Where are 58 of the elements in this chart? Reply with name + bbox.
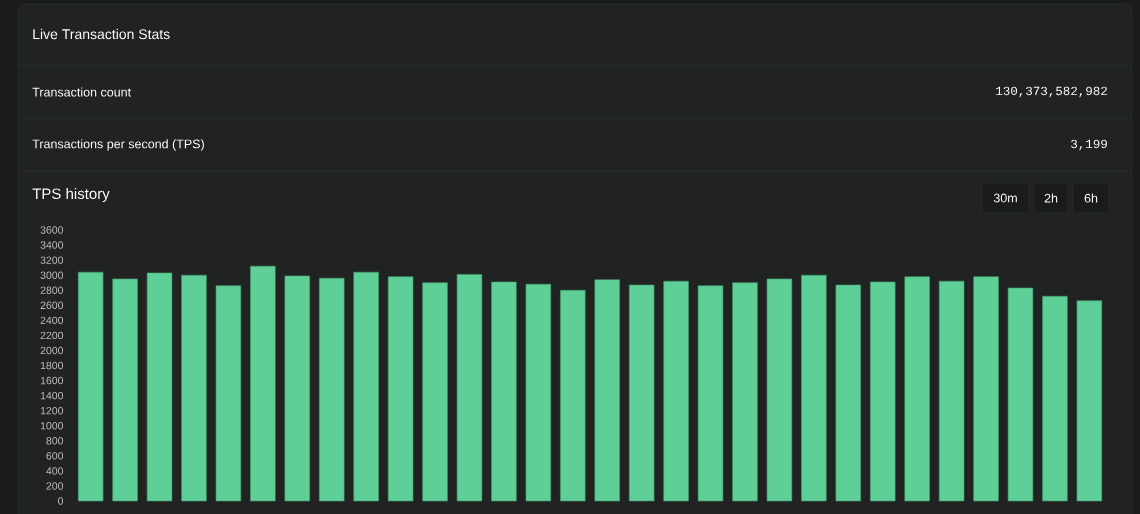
bar bbox=[835, 284, 861, 502]
bar bbox=[181, 274, 207, 502]
text: 3,199 bbox=[1071, 139, 1107, 151]
y-tick-label: 3200 bbox=[40, 256, 64, 264]
bar bbox=[973, 276, 999, 502]
bar bbox=[250, 265, 276, 502]
bar bbox=[215, 285, 242, 502]
y-tick-label: 3600 bbox=[40, 226, 64, 234]
y-tick-label: 1000 bbox=[40, 422, 64, 430]
y-tick-label: 2000 bbox=[40, 346, 64, 355]
y-tick-label: 200 bbox=[46, 482, 64, 490]
y-tick-label: 1200 bbox=[40, 406, 64, 415]
y-tick-label: 800 bbox=[46, 437, 64, 445]
y-tick-label: 400 bbox=[46, 467, 64, 475]
text: 2h bbox=[1044, 193, 1058, 203]
bar bbox=[904, 276, 930, 502]
bar bbox=[1007, 287, 1034, 502]
text: 6h bbox=[1084, 193, 1098, 203]
bar bbox=[628, 284, 655, 502]
y-tick-label: 2200 bbox=[40, 331, 64, 340]
bar bbox=[697, 285, 724, 502]
bar bbox=[732, 282, 758, 502]
bar bbox=[387, 276, 414, 502]
text: Transactions per second (TPS) bbox=[32, 139, 204, 151]
bar bbox=[801, 274, 827, 502]
y-tick-label: 1800 bbox=[40, 361, 64, 370]
bar bbox=[422, 282, 448, 502]
y-tick-label: 3000 bbox=[40, 271, 64, 279]
text: 30m bbox=[993, 193, 1017, 203]
bar bbox=[284, 275, 310, 502]
bar bbox=[663, 280, 689, 502]
y-tick-label: 1600 bbox=[40, 376, 64, 385]
bar bbox=[766, 278, 793, 502]
bar bbox=[560, 289, 586, 502]
y-tick-label: 3400 bbox=[40, 241, 64, 249]
y-tick-label: 2600 bbox=[40, 301, 64, 310]
bar bbox=[456, 274, 483, 502]
bar bbox=[353, 271, 379, 502]
bar bbox=[112, 278, 138, 502]
y-tick-label: 2400 bbox=[40, 316, 64, 325]
bar bbox=[594, 279, 620, 502]
bar bbox=[870, 281, 896, 502]
bar bbox=[77, 271, 104, 502]
bar bbox=[1076, 300, 1103, 502]
bar bbox=[319, 277, 345, 502]
text: Transaction count bbox=[32, 87, 131, 97]
text: 130,373,582,982 bbox=[996, 86, 1107, 98]
y-tick-label: 600 bbox=[46, 452, 64, 460]
bar bbox=[491, 281, 517, 502]
bar bbox=[1042, 295, 1068, 502]
y-tick-label: 2800 bbox=[40, 286, 64, 294]
bar bbox=[525, 283, 552, 502]
y-tick-label: 0 bbox=[58, 497, 64, 505]
bar bbox=[146, 272, 173, 502]
chart-title: TPS history bbox=[32, 188, 110, 202]
bar bbox=[938, 280, 965, 502]
text: Live Transaction Stats bbox=[33, 28, 170, 40]
y-tick-label: 1400 bbox=[40, 391, 64, 400]
